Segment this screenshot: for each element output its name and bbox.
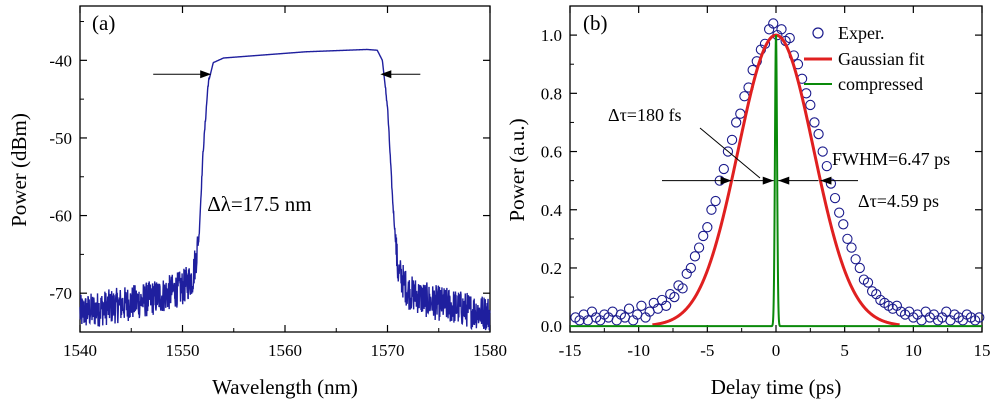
data-point	[821, 160, 832, 172]
spectrum-line	[79, 48, 491, 331]
panel-a: 1540 1550 1560 1570 1580 -70 -60 -50 -40 (a) Δλ=…	[7, 5, 507, 399]
fwhm-left-arrow-head	[720, 176, 732, 185]
data-point	[974, 312, 985, 323]
y-tick-label: 0.2	[541, 259, 562, 278]
panel-b-label: (b)	[583, 11, 608, 35]
x-tick-label: 1570	[371, 341, 405, 360]
x-tick-label: -15	[559, 341, 582, 360]
y-tick-label: 1.0	[541, 26, 562, 45]
x-tick-label: -10	[627, 341, 650, 360]
panel-a-xlabel: Wavelength (nm)	[212, 375, 358, 399]
data-point	[689, 251, 701, 262]
x-tick-label: 15	[974, 341, 991, 360]
y-tick-label: 0.6	[541, 143, 562, 162]
panel-a-ticks	[79, 6, 491, 333]
x-tick-label: 5	[840, 341, 849, 360]
y-tick-label: 0.0	[541, 317, 562, 336]
panel-a-label: (a)	[92, 11, 115, 35]
data-point	[636, 300, 647, 311]
data-point	[623, 303, 635, 314]
data-point	[838, 219, 849, 230]
y-tick-label: -40	[49, 51, 72, 70]
right-arrow-head	[380, 70, 392, 79]
panel-a-tick-labels: 1540 1550 1560 1570 1580 -70 -60 -50 -40	[49, 51, 507, 360]
legend-label-compressed: compressed	[838, 74, 923, 94]
y-tick-label: -60	[49, 207, 72, 226]
data-point	[854, 262, 865, 274]
y-tick-label: 0.8	[541, 84, 562, 103]
data-point	[842, 233, 853, 245]
data-point	[731, 117, 742, 128]
compressed-left-arrow-head	[762, 176, 774, 185]
data-point	[722, 146, 734, 157]
bandwidth-arrows	[153, 70, 421, 79]
fwhm-right-arrow-head	[820, 176, 832, 185]
panel-b-xlabel: Delay time (ps)	[711, 375, 842, 399]
input-width-annotation: Δτ=4.59 ps	[858, 191, 939, 211]
x-tick-label: 1580	[473, 341, 507, 360]
fwhm-annotation: FWHM=6.47 ps	[832, 149, 950, 169]
data-point	[698, 230, 709, 242]
y-tick-label: -70	[49, 284, 72, 303]
data-point	[846, 242, 857, 253]
data-point	[677, 283, 688, 294]
pulse-width-arrows	[662, 176, 858, 185]
panel-b-ylabel: Power (a.u.)	[505, 118, 529, 221]
data-point	[693, 242, 705, 253]
data-point	[829, 192, 841, 204]
data-point	[809, 117, 820, 128]
x-tick-label: 10	[905, 341, 922, 360]
data-point	[784, 32, 795, 44]
data-point	[685, 262, 696, 274]
x-tick-label: 1540	[63, 341, 97, 360]
data-point	[726, 134, 738, 146]
compressed-width-leader	[699, 127, 761, 179]
legend-label-fit: Gaussian fit	[838, 49, 924, 69]
data-point	[805, 99, 816, 111]
panel-b-tick-labels: -15 -10 -5 0 5 10 15 0.0 0.2 0.4 0.6 0.8 1.0	[541, 26, 991, 360]
data-point	[735, 108, 746, 119]
data-point	[669, 291, 680, 303]
data-point	[660, 300, 672, 311]
data-point	[834, 207, 845, 218]
compressed-right-arrow-head	[778, 176, 790, 185]
data-point	[710, 195, 721, 207]
data-point	[862, 277, 874, 288]
data-point	[702, 222, 713, 233]
x-tick-label: 1560	[268, 341, 302, 360]
data-point	[718, 163, 729, 175]
data-point	[768, 18, 779, 29]
x-tick-label: -5	[700, 341, 714, 360]
y-tick-label: 0.4	[541, 201, 563, 220]
bandwidth-annotation: Δλ=17.5 nm	[207, 192, 311, 216]
data-point	[706, 204, 717, 215]
legend-marker-exper	[812, 27, 824, 39]
legend: Exper. Gaussian fit compressed	[804, 23, 924, 94]
data-point	[850, 254, 861, 265]
x-tick-label: 1550	[166, 341, 200, 360]
compressed-width-annotation: Δτ=180 fs	[608, 105, 681, 125]
data-point	[739, 91, 750, 102]
compressed-pulse-line	[570, 35, 982, 328]
panel-b-ticks	[569, 5, 983, 332]
data-point	[776, 24, 787, 35]
panel-b: -15 -10 -5 0 5 10 15 0.0 0.2 0.4 0.6 0.8 1.0 (b) Exp…	[505, 5, 991, 399]
panel-a-ylabel: Power (dBm)	[7, 113, 31, 227]
panel-a-frame	[79, 5, 491, 333]
legend-label-exper: Exper.	[838, 23, 885, 43]
data-point	[813, 128, 824, 140]
y-tick-label: -50	[49, 129, 72, 148]
x-tick-label: 0	[772, 341, 781, 360]
experimental-points	[570, 18, 985, 326]
left-arrow-head	[200, 70, 212, 79]
data-point	[817, 146, 828, 157]
